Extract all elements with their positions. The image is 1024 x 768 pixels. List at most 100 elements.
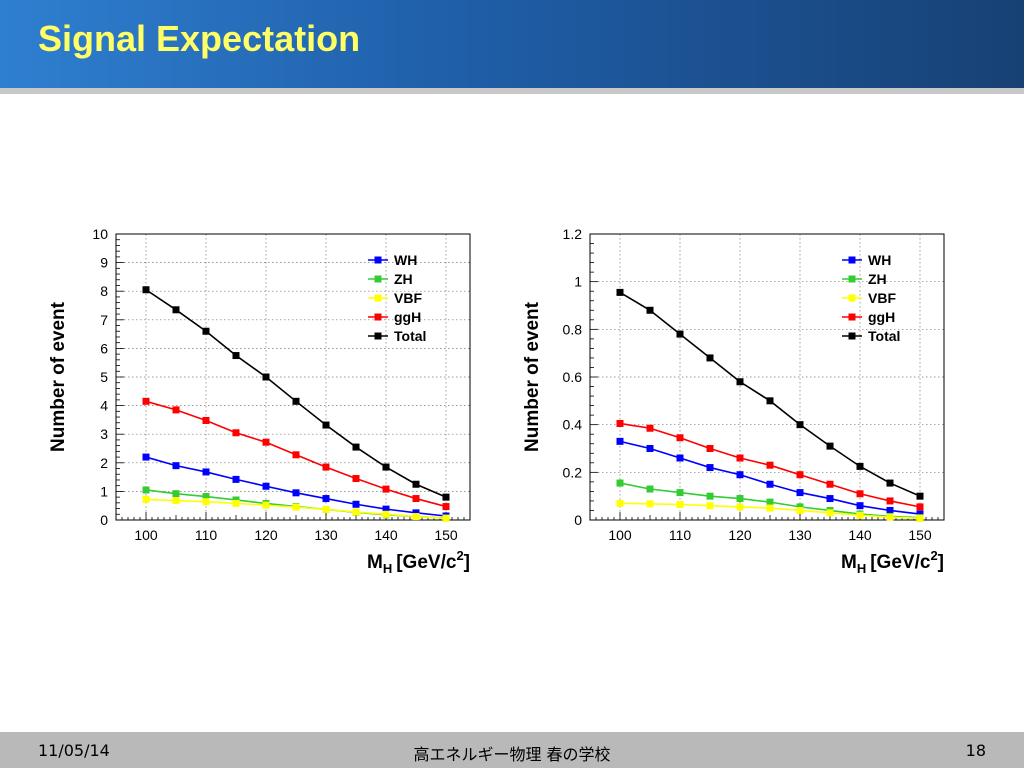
legend-marker-zh <box>848 275 856 283</box>
data-point-wh <box>736 471 744 479</box>
legend-marker-wh <box>374 256 382 264</box>
y-tick-label: 3 <box>100 426 108 442</box>
data-point-total <box>352 443 360 451</box>
data-point-wh <box>766 480 774 488</box>
data-point-total <box>796 421 804 429</box>
title-divider <box>0 88 1024 94</box>
data-point-vbf <box>676 501 684 509</box>
x-tick-label: 120 <box>728 527 752 543</box>
x-axis-label-sub: H <box>383 561 392 576</box>
page-number: 18 <box>965 741 986 760</box>
x-axis-label: MH [GeV/c2] <box>841 548 944 576</box>
data-point-total <box>382 463 390 471</box>
x-tick-label: 100 <box>608 527 632 543</box>
data-point-vbf <box>292 503 300 511</box>
chart-left-svg: 100 110 120 130 140 150 0 1 2 3 4 5 6 7 8 9 10 Number of … <box>48 226 471 576</box>
data-point-ggh <box>172 406 180 414</box>
data-point-wh <box>706 464 714 472</box>
y-tick-label: 5 <box>100 369 108 385</box>
legend-marker-zh <box>374 275 382 283</box>
data-point-total <box>676 330 684 338</box>
data-point-ggh <box>382 485 390 493</box>
legend-marker-vbf <box>374 294 382 302</box>
data-point-total <box>916 492 924 500</box>
data-point-vbf <box>616 499 624 507</box>
title-bar: Signal Expectation <box>0 0 1024 88</box>
legend-label-ggh: ggH <box>868 309 895 325</box>
x-tick-label: 100 <box>134 527 158 543</box>
legend-marker-total <box>848 332 856 340</box>
data-point-vbf <box>232 499 240 507</box>
data-point-total <box>292 397 300 405</box>
data-point-vbf <box>412 513 420 521</box>
data-point-total <box>826 442 834 450</box>
x-tick-label: 110 <box>669 527 692 543</box>
data-point-vbf <box>202 498 210 506</box>
data-point-zh <box>766 498 774 506</box>
y-axis-label: Number of event <box>522 301 543 452</box>
data-point-ggh <box>352 475 360 483</box>
footer-date: 11/05/14 <box>38 741 110 760</box>
data-point-vbf <box>382 510 390 518</box>
y-tick-label: 1.2 <box>563 226 583 242</box>
data-point-wh <box>322 495 330 503</box>
x-axis-label-sup: 2 <box>456 548 463 563</box>
data-point-wh <box>796 489 804 497</box>
data-point-ggh <box>322 463 330 471</box>
y-tick-label: 9 <box>100 255 108 271</box>
x-tick-label: 140 <box>374 527 398 543</box>
x-tick-label: 150 <box>908 527 932 543</box>
data-point-ggh <box>766 461 774 469</box>
y-tick-label: 0.2 <box>563 464 583 480</box>
data-point-total <box>886 479 894 487</box>
data-point-ggh <box>886 497 894 505</box>
data-point-wh <box>676 454 684 462</box>
chart-right-svg: 100 110 120 130 140 150 0 0.2 0.4 0.6 0.8 1 1.2 Numbe… <box>522 226 945 576</box>
x-tick-label: 140 <box>848 527 872 543</box>
data-point-zh <box>676 489 684 497</box>
data-point-ggh <box>826 480 834 488</box>
y-tick-label: 10 <box>92 226 108 242</box>
data-point-total <box>412 480 420 488</box>
y-tick-label: 7 <box>100 312 108 328</box>
x-axis-label-main: M <box>841 552 857 573</box>
x-axis-label-sub: H <box>857 561 866 576</box>
data-point-vbf <box>142 495 150 503</box>
data-point-ggh <box>442 503 450 511</box>
data-point-ggh <box>736 454 744 462</box>
x-tick-label: 130 <box>788 527 812 543</box>
data-point-vbf <box>766 504 774 512</box>
data-point-vbf <box>322 505 330 513</box>
data-point-vbf <box>352 508 360 516</box>
footer-bar: 11/05/14 高エネルギー物理 春の学校 18 <box>0 732 1024 768</box>
legend-marker-ggh <box>374 313 382 321</box>
plot-frame <box>589 233 945 521</box>
data-point-total <box>142 286 150 294</box>
y-tick-label: 0 <box>100 512 108 528</box>
legend-label-zh: ZH <box>868 271 887 287</box>
slide-title: Signal Expectation <box>38 18 361 59</box>
data-point-vbf <box>736 503 744 511</box>
data-point-ggh <box>142 397 150 405</box>
data-point-ggh <box>292 451 300 459</box>
data-point-wh <box>352 500 360 508</box>
y-tick-label: 2 <box>100 455 108 471</box>
data-point-wh <box>646 445 654 452</box>
chart-wide-range: 100 110 120 130 140 150 0 1 2 3 4 5 6 7 8 9 10 Number of … <box>40 222 480 582</box>
data-point-wh <box>856 502 864 510</box>
data-point-wh <box>202 468 210 476</box>
data-point-wh <box>262 482 270 490</box>
x-axis-label-close: ] <box>464 552 470 573</box>
data-point-total <box>322 421 330 429</box>
x-tick-label: 130 <box>314 527 338 543</box>
data-point-ggh <box>706 445 714 452</box>
data-point-zh <box>142 486 150 494</box>
data-point-vbf <box>442 514 450 522</box>
data-point-total <box>262 373 270 381</box>
legend-marker-wh <box>848 256 856 264</box>
plot-frame <box>115 233 471 521</box>
data-point-zh <box>172 490 180 498</box>
data-point-wh <box>616 437 624 445</box>
data-point-total <box>856 462 864 470</box>
legend-label-total: Total <box>868 328 900 344</box>
